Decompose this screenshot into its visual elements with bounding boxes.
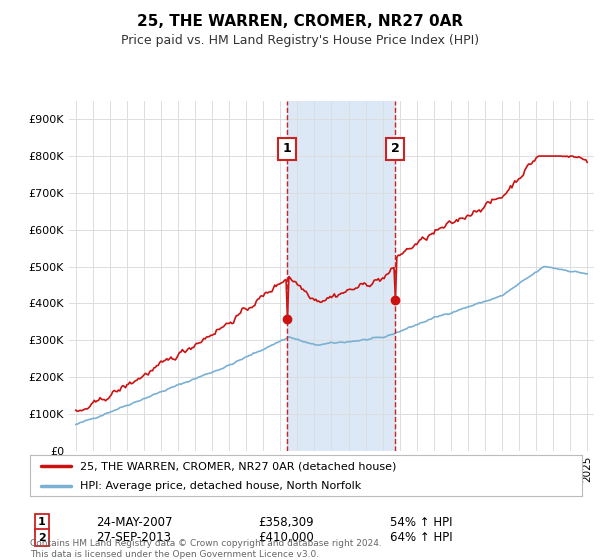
Text: £410,000: £410,000 [258,531,314,544]
Text: 64% ↑ HPI: 64% ↑ HPI [390,531,452,544]
Text: 1: 1 [38,517,46,528]
Text: £358,309: £358,309 [258,516,314,529]
Text: 2: 2 [391,142,400,155]
Text: 1: 1 [283,142,292,155]
Text: 54% ↑ HPI: 54% ↑ HPI [390,516,452,529]
Text: 24-MAY-2007: 24-MAY-2007 [96,516,173,529]
Bar [287,101,395,451]
Text: Contains HM Land Registry data © Crown copyright and database right 2024.
This d: Contains HM Land Registry data © Crown c… [30,539,382,559]
Text: 2: 2 [38,533,46,543]
Text: 27-SEP-2013: 27-SEP-2013 [96,531,171,544]
Text: HPI: Average price, detached house, North Norfolk: HPI: Average price, detached house, Nort… [80,480,361,491]
Text: Price paid vs. HM Land Registry's House Price Index (HPI): Price paid vs. HM Land Registry's House … [121,34,479,47]
Text: 25, THE WARREN, CROMER, NR27 0AR (detached house): 25, THE WARREN, CROMER, NR27 0AR (detach… [80,461,396,471]
Text: 25, THE WARREN, CROMER, NR27 0AR: 25, THE WARREN, CROMER, NR27 0AR [137,14,463,29]
